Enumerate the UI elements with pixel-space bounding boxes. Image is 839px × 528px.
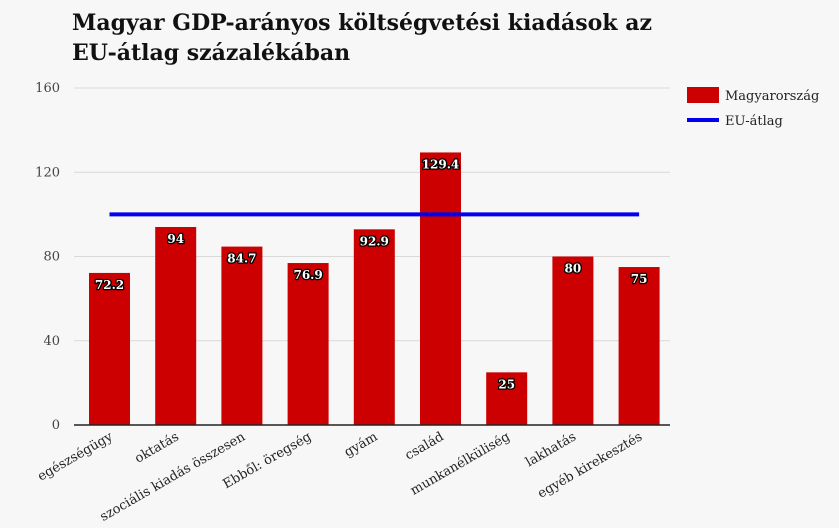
x-tick-label: egészségügy	[35, 429, 116, 484]
x-tick-label: család	[403, 429, 447, 463]
y-tick-label: 120	[35, 165, 60, 180]
bar	[287, 263, 329, 425]
bar	[618, 267, 660, 425]
y-tick-label: 0	[52, 418, 60, 433]
bar	[420, 152, 461, 426]
y-tick-label: 40	[43, 334, 60, 349]
data-label: 76.9	[293, 268, 322, 282]
legend-swatch-bar	[687, 87, 719, 103]
data-label: 75	[631, 272, 648, 286]
x-tick-label: gyám	[342, 429, 380, 460]
bar	[155, 227, 197, 425]
bar	[486, 372, 528, 425]
chart-title: Magyar GDP-arányos költségvetési kiadáso…	[72, 10, 652, 66]
data-label: 25	[498, 377, 515, 391]
data-label: 72.2	[95, 278, 124, 292]
y-tick-label: 80	[43, 250, 60, 265]
bar	[221, 246, 263, 425]
x-tick-label: oktatás	[132, 429, 181, 466]
legend-label: Magyarország	[725, 89, 819, 104]
legend-label: EU-átlag	[725, 114, 783, 129]
bar	[89, 272, 130, 425]
data-label: 129.4	[422, 157, 460, 171]
y-tick-label: 160	[35, 81, 60, 96]
data-label: 92.9	[360, 234, 389, 248]
data-label: 80	[565, 262, 582, 276]
data-label: 84.7	[227, 252, 256, 266]
x-tick-label: lakhatás	[523, 429, 579, 470]
data-label: 94	[167, 232, 184, 246]
bar	[552, 256, 594, 425]
bar	[353, 229, 395, 425]
